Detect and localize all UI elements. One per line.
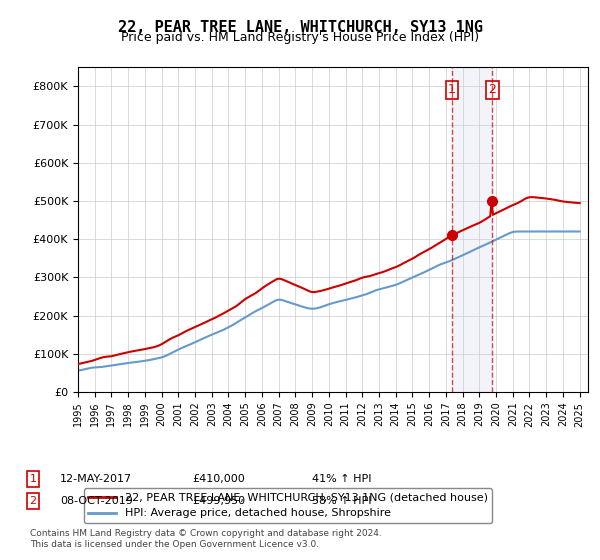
Text: 12-MAY-2017: 12-MAY-2017 xyxy=(60,474,132,484)
Legend: 22, PEAR TREE LANE, WHITCHURCH, SY13 1NG (detached house), HPI: Average price, d: 22, PEAR TREE LANE, WHITCHURCH, SY13 1NG… xyxy=(83,488,492,523)
Text: £410,000: £410,000 xyxy=(192,474,245,484)
Text: 22, PEAR TREE LANE, WHITCHURCH, SY13 1NG: 22, PEAR TREE LANE, WHITCHURCH, SY13 1NG xyxy=(118,20,482,35)
Text: 1: 1 xyxy=(448,83,456,96)
Text: Price paid vs. HM Land Registry's House Price Index (HPI): Price paid vs. HM Land Registry's House … xyxy=(121,31,479,44)
Text: 1: 1 xyxy=(29,474,37,484)
Text: 2: 2 xyxy=(488,83,496,96)
Text: 58% ↑ HPI: 58% ↑ HPI xyxy=(312,496,371,506)
Text: £499,950: £499,950 xyxy=(192,496,245,506)
Text: Contains HM Land Registry data © Crown copyright and database right 2024.
This d: Contains HM Land Registry data © Crown c… xyxy=(30,529,382,549)
Text: 41% ↑ HPI: 41% ↑ HPI xyxy=(312,474,371,484)
Bar xyxy=(452,67,492,392)
Text: 08-OCT-2019: 08-OCT-2019 xyxy=(60,496,133,506)
Text: 2: 2 xyxy=(29,496,37,506)
